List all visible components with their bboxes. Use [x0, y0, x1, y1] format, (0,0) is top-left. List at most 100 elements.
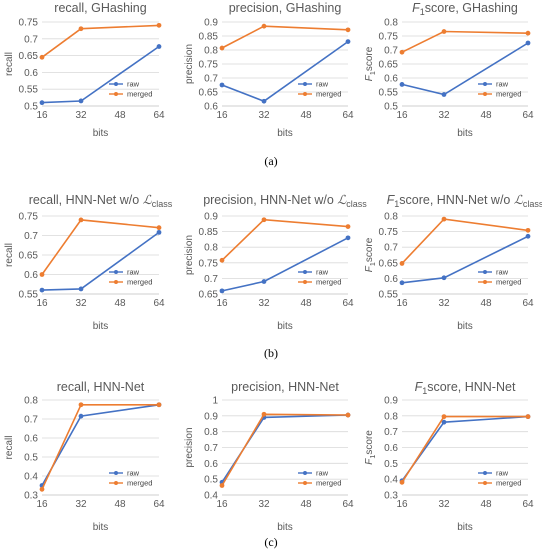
y-tick-label: 0.65 [19, 51, 39, 62]
text-part: ℒ [337, 193, 347, 207]
y-axis-label: F1score [364, 430, 377, 465]
y-tick-label: 0.3 [384, 491, 398, 502]
data-point-raw [39, 100, 45, 106]
x-tick-label: 48 [480, 298, 492, 309]
chart-panel: precision, GHashing 0.6 0.65 0.7 0.75 0.8 0.85… [184, 1, 354, 139]
y-axis-label: precision [184, 235, 195, 275]
x-tick-label: 32 [75, 298, 87, 309]
series-line-merged [221, 25, 349, 49]
data-point-raw [219, 288, 225, 294]
y-tick-label: 0.7 [24, 415, 38, 426]
chart-panel: F1score, HNN-Net w/o ℒclass0.550.60.650.… [364, 193, 542, 332]
data-point-merged [78, 217, 84, 223]
y-tick-label: 0.4 [24, 472, 38, 483]
x-tick-label: 16 [396, 499, 408, 510]
data-point-merged [345, 27, 351, 33]
text-part: 1 [420, 7, 425, 17]
y-tick-label: 0.3 [24, 491, 38, 502]
x-tick-label: 16 [216, 298, 228, 309]
y-tick-label: 0.9 [384, 396, 398, 407]
legend-label: raw [127, 268, 140, 277]
legend-label: merged [316, 278, 341, 287]
y-axis-label: F1score [364, 46, 377, 81]
data-point-raw [39, 287, 45, 293]
data-point-raw [441, 419, 447, 425]
text-part: 1 [368, 262, 377, 266]
legend-marker-merged [114, 280, 118, 284]
x-tick-label: 16 [36, 298, 48, 309]
text-part: class [346, 199, 367, 209]
legend-label: raw [496, 268, 509, 277]
chart-title: F1score, HNN-Net w/o ℒclass [387, 193, 542, 209]
text-part: F [387, 193, 396, 207]
data-point-raw [219, 82, 225, 88]
chart-panel: precision, HNN-Net 0.4 0.5 0.6 0.7 0.8 0.9 1 16 3… [184, 380, 354, 533]
legend-marker-raw [483, 270, 487, 274]
data-point-merged [78, 26, 84, 32]
y-tick-label: 0.55 [379, 290, 399, 301]
data-point-merged [219, 483, 225, 488]
x-tick-label: 32 [438, 110, 450, 121]
legend-marker-merged [483, 92, 487, 96]
legend-label: raw [316, 268, 329, 277]
y-tick-label: 0.8 [24, 396, 38, 407]
x-axis-label: bits [277, 128, 293, 139]
legend-label: merged [316, 90, 341, 99]
x-tick-label: 32 [258, 110, 270, 121]
x-axis-label: bits [457, 522, 473, 533]
subfigure-caption: (b) [264, 346, 278, 360]
x-axis-label: bits [93, 321, 109, 332]
y-tick-label: 0.65 [379, 60, 399, 71]
chart-panel: recall, HNN-Net 0.3 0.4 0.5 0.6 0.7 0.8 16 32 48 6… [4, 380, 165, 533]
y-tick-label: 0.75 [379, 32, 399, 43]
x-axis-label: bits [93, 128, 109, 139]
text-part: 1 [422, 386, 427, 396]
x-axis-label: bits [277, 522, 293, 533]
legend-label: merged [316, 479, 341, 488]
legend-marker-merged [114, 92, 118, 96]
text-part: class [523, 199, 542, 209]
y-tick-label: 0.8 [204, 243, 218, 254]
y-tick-label: 0.55 [379, 88, 399, 99]
y-tick-label: 0.9 [204, 411, 218, 422]
text-part: score, GHashing [425, 1, 518, 15]
data-point-merged [525, 30, 531, 36]
x-tick-label: 64 [153, 298, 165, 309]
x-tick-label: 48 [300, 499, 312, 510]
text-part: ℒ [514, 193, 524, 207]
text-part: score, HNN-Net w/o [399, 193, 514, 207]
text-part: ℒ [143, 193, 153, 207]
legend-label: merged [496, 278, 521, 287]
data-point-merged [399, 49, 405, 55]
x-tick-label: 16 [216, 110, 228, 121]
y-axis-label: recall [4, 436, 15, 460]
text-part: precision, HNN-Net [231, 380, 339, 394]
legend-label: merged [127, 278, 152, 287]
data-point-raw [345, 39, 351, 44]
data-point-raw [441, 275, 447, 281]
x-tick-label: 64 [153, 110, 165, 121]
legend-label: merged [127, 479, 152, 488]
x-tick-label: 16 [396, 110, 408, 121]
legend-marker-raw [483, 471, 487, 475]
data-point-merged [525, 227, 531, 233]
text-part: precision, HNN-Net w/o [203, 193, 337, 207]
x-tick-label: 64 [342, 298, 354, 309]
chart-panel: precision, HNN-Net w/o ℒclass 0.65 0.7 0.75… [184, 193, 367, 332]
legend-label: raw [127, 469, 140, 478]
legend-marker-merged [303, 481, 307, 485]
y-tick-label: 0.55 [19, 290, 39, 301]
x-tick-label: 32 [438, 499, 450, 510]
subfigure-caption: (a) [264, 154, 277, 168]
legend-marker-raw [114, 82, 118, 86]
text-part: F [412, 1, 421, 15]
data-point-raw [156, 44, 162, 49]
y-tick-label: 0.85 [199, 227, 219, 238]
y-tick-label: 0.7 [24, 34, 38, 45]
series-line-raw [221, 414, 349, 483]
text-part: F [364, 458, 375, 465]
text-part: score [364, 430, 375, 455]
y-tick-label: 0.5 [384, 102, 398, 113]
legend-marker-raw [303, 471, 307, 475]
